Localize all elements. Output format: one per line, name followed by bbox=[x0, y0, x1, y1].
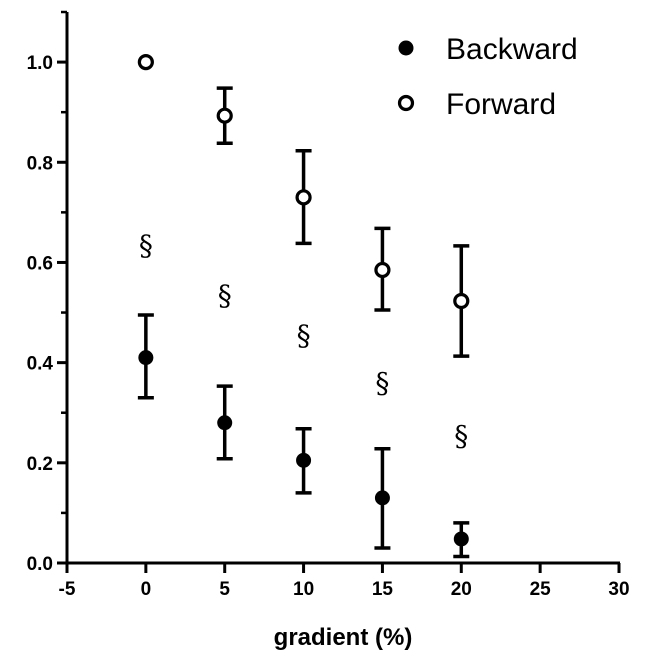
significance-mark: § bbox=[375, 367, 389, 400]
x-axis-title: gradient (%) bbox=[274, 624, 413, 651]
significance-mark: § bbox=[454, 419, 468, 452]
x-tick-label: -5 bbox=[59, 579, 76, 600]
point-backward bbox=[217, 415, 233, 431]
x-tick-label: 25 bbox=[530, 579, 552, 600]
point-forward bbox=[216, 107, 233, 124]
legend-label-forward: Forward bbox=[446, 88, 556, 121]
y-tick-label: 0.0 bbox=[27, 554, 53, 575]
annotations: § § § § § bbox=[139, 229, 468, 452]
point-forward bbox=[137, 53, 154, 71]
legend-label-backward: Backward bbox=[446, 33, 578, 66]
point-backward bbox=[374, 490, 390, 506]
x-tick-label: 20 bbox=[451, 579, 472, 600]
data-points bbox=[137, 53, 470, 547]
legend-marker-forward bbox=[397, 94, 415, 112]
significance-mark: § bbox=[139, 229, 153, 262]
x-tick-label: 0 bbox=[141, 579, 152, 600]
point-backward bbox=[296, 452, 312, 468]
significance-mark: § bbox=[297, 319, 311, 352]
significance-mark: § bbox=[218, 279, 232, 312]
x-tick-label: 30 bbox=[608, 579, 629, 600]
point-forward bbox=[295, 189, 312, 206]
point-forward bbox=[453, 292, 470, 310]
y-tick-label: 0.4 bbox=[27, 354, 54, 375]
y-tick-label: 0.8 bbox=[27, 153, 53, 174]
point-forward bbox=[374, 261, 391, 279]
point-backward bbox=[453, 531, 469, 547]
axes: -5 0 5 10 15 20 25 30 0.0 0.2 0.4 0.6 0.8 1.0 bbox=[27, 10, 630, 600]
x-tick-label: 15 bbox=[372, 579, 394, 600]
point-backward bbox=[138, 350, 154, 366]
x-tick-label: 5 bbox=[219, 579, 230, 600]
x-tick-label: 10 bbox=[293, 579, 314, 600]
legend-marker-backward bbox=[398, 40, 414, 56]
y-tick-label: 0.2 bbox=[27, 454, 53, 475]
y-tick-label: 0.6 bbox=[27, 253, 53, 274]
y-tick-label: 1.0 bbox=[27, 53, 53, 74]
legend: Backward Forward bbox=[397, 33, 578, 121]
